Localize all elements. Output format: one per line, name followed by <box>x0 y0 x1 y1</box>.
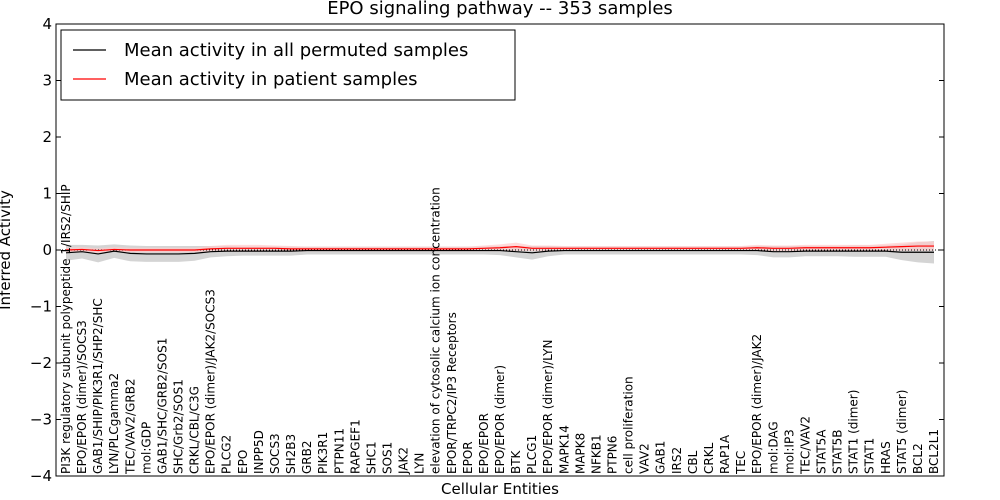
x-tick-label: HRAS <box>879 441 893 474</box>
x-tick-label: BCL2 <box>911 443 925 474</box>
y-tick-label: 3 <box>42 72 52 90</box>
x-tick-label: SHC/Grb2/SOS1 <box>172 379 186 474</box>
x-tick-label: GAB1/SHC/GRB2/SOS1 <box>155 338 169 474</box>
x-tick-label: EPO/EPOR (dimer) <box>493 365 507 474</box>
y-tick-label: −3 <box>30 411 52 429</box>
x-tick-label: SH2B3 <box>284 434 298 474</box>
legend: Mean activity in all permuted samples Mea… <box>60 29 516 101</box>
x-axis-label: Cellular Entities <box>441 480 559 498</box>
legend-label-permuted: Mean activity in all permuted samples <box>124 40 468 61</box>
x-tick-label: MAPK8 <box>573 433 587 474</box>
x-tick-label: elevation of cytosolic calcium ion conce… <box>429 187 443 474</box>
x-tick-label: EPO/EPOR <box>477 413 491 474</box>
y-tick-label: 2 <box>42 128 52 146</box>
x-tick-label: LYN <box>413 453 427 474</box>
x-tick-label: mol:DAG <box>766 421 780 474</box>
x-tick-label: BTK <box>509 449 523 474</box>
x-tick-label: INPP5D <box>252 430 266 474</box>
x-tick-label: STAT1 (dimer) <box>847 390 861 474</box>
x-tick-label: EPO/EPOR (dimer)/JAK2/SOCS3 <box>204 289 218 474</box>
x-tick-label: LYN/PLCgamma2 <box>107 373 121 474</box>
x-tick-label: STAT5 (dimer) <box>895 390 909 474</box>
x-tick-label: EPO/EPOR (dimer)/JAK2 <box>750 334 764 474</box>
x-tick-label: STAT5A <box>814 429 828 474</box>
x-tick-label: SOCS3 <box>268 433 282 474</box>
x-tick-label: EPO <box>236 450 250 474</box>
x-tick-label: BCL2L1 <box>927 429 941 474</box>
x-tick-label: EPO/EPOR (dimer)/LYN <box>541 340 555 474</box>
x-tick-label: TEC/VAV2 <box>798 416 812 475</box>
chart-title: EPO signaling pathway -- 353 samples <box>327 0 673 19</box>
legend-label-patient: Mean activity in patient samples <box>124 69 418 90</box>
x-tick-label: MAPK14 <box>557 425 571 474</box>
x-tick-label: IRS2 <box>670 447 684 474</box>
x-tick-label: EPOR/TRPC2/IP3 Receptors <box>445 312 459 474</box>
y-tick-label: 4 <box>42 15 52 33</box>
x-tick-label: GAB1/SHIP/PIK3R1/SHP2/SHC <box>91 298 105 474</box>
x-tick-label: PLCG1 <box>525 435 539 474</box>
x-tick-label: PI3K regulatory subunit polypeptide 1/IR… <box>59 184 73 474</box>
y-axis-label: Inferred Activity <box>0 190 14 310</box>
series-line-patient <box>65 245 934 252</box>
x-tick-label: STAT1 <box>863 438 877 474</box>
x-tick-label: cell proliferation <box>622 376 636 474</box>
x-tick-label: SOS1 <box>380 442 394 474</box>
x-tick-label: PLCG2 <box>220 435 234 474</box>
x-tick-label: EPOR <box>461 441 475 474</box>
x-tick-label: STAT5B <box>831 430 845 475</box>
x-tick-label: mol:GDP <box>139 422 153 474</box>
plot-area: −4 −3 −2 −1 0 1 2 3 4 PI3K regulatory subunit pol… <box>30 15 945 485</box>
x-tick-label: NFKB1 <box>589 434 603 474</box>
legend-box <box>60 29 516 101</box>
y-tick-label: −4 <box>30 467 52 485</box>
x-tick-label: CRKL <box>702 442 716 474</box>
y-tick-label: 0 <box>42 241 52 259</box>
x-tick-label: PTPN11 <box>332 428 346 474</box>
y-tick-label: 1 <box>42 185 52 203</box>
y-tick-label: −1 <box>30 298 52 316</box>
x-tick-label: GAB1 <box>654 441 668 474</box>
x-tick-label: VAV2 <box>638 443 652 474</box>
x-tick-label: PTPN6 <box>606 436 620 474</box>
x-tick-label: TEC/VAV2/GRB2 <box>123 378 137 475</box>
x-tick-label: TEC <box>734 451 748 475</box>
x-tick-label: RAP1A <box>718 434 732 474</box>
series-line-permuted <box>65 249 934 255</box>
x-tick-label: mol:IP3 <box>782 429 796 474</box>
x-tick-label: CRKL/CBL/C3G <box>188 386 202 474</box>
x-tick-label: CBL <box>686 450 700 474</box>
x-tick-label: RAPGEF1 <box>348 419 362 474</box>
x-tick-label: GRB2 <box>300 440 314 474</box>
y-tick-label: −2 <box>30 354 52 372</box>
x-tick-label: JAK2 <box>397 447 411 475</box>
x-tick-label: PIK3R1 <box>316 432 330 474</box>
x-tick-label: EPO/EPOR (dimer)/SOCS3 <box>75 320 89 474</box>
x-tick-label: SHC1 <box>364 441 378 474</box>
